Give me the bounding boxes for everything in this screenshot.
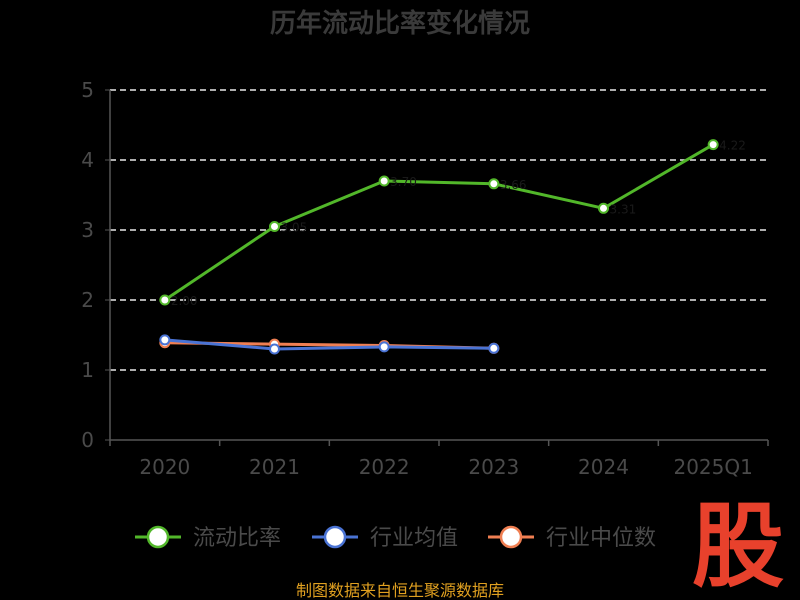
brand-logo-mark: 股 bbox=[692, 493, 784, 600]
legend-swatch-marker bbox=[323, 525, 347, 549]
data-point bbox=[159, 294, 171, 306]
y-tick-label: 4 bbox=[81, 148, 94, 172]
data-label: 3.70 bbox=[390, 175, 417, 189]
x-tick-labels: 2020 2021 2022 2023 2024 2025Q1 bbox=[139, 455, 752, 479]
legend-item[interactable]: 行业中位数 bbox=[488, 525, 656, 551]
data-label: 2.00 bbox=[171, 294, 198, 308]
data-label: 4.22 bbox=[719, 139, 746, 153]
chart-title: 历年流动比率变化情况 bbox=[270, 8, 530, 39]
data-label: 3.05 bbox=[281, 221, 308, 235]
y-tick-label: 0 bbox=[81, 428, 94, 452]
series-line-0 bbox=[163, 143, 714, 302]
x-tick-label: 2022 bbox=[359, 455, 410, 479]
y-tick-label: 3 bbox=[81, 218, 94, 242]
data-point bbox=[269, 343, 280, 355]
legend-label: 行业中位数 bbox=[546, 526, 656, 551]
legend-label: 流动比率 bbox=[193, 526, 281, 551]
data-point bbox=[598, 202, 609, 214]
x-tick-label: 2020 bbox=[139, 455, 190, 479]
data-point bbox=[707, 139, 719, 151]
x-tick-label: 2023 bbox=[468, 455, 519, 479]
data-label: 3.31 bbox=[610, 202, 637, 216]
legend-swatch-marker bbox=[146, 525, 170, 549]
legend[interactable]: 流动比率 行业均值 行业中位数 bbox=[135, 525, 656, 551]
legend-label: 行业均值 bbox=[370, 526, 458, 551]
data-point bbox=[488, 342, 500, 354]
data-label: 3.66 bbox=[500, 178, 527, 192]
y-tick-label: 2 bbox=[81, 288, 94, 312]
legend-item[interactable]: 流动比率 bbox=[135, 525, 281, 551]
grid-lines bbox=[110, 89, 768, 371]
x-tick-label: 2025Q1 bbox=[673, 455, 752, 479]
x-tick-label: 2024 bbox=[578, 455, 629, 479]
data-source-footer: 制图数据来自恒生聚源数据库 bbox=[296, 581, 504, 600]
data-point bbox=[269, 221, 280, 232]
series-line-1 bbox=[164, 338, 494, 351]
data-point bbox=[159, 334, 171, 346]
legend-item[interactable]: 行业均值 bbox=[312, 525, 458, 551]
data-point bbox=[378, 341, 390, 353]
legend-swatch-marker bbox=[499, 525, 523, 549]
axes bbox=[105, 89, 769, 446]
data-point bbox=[378, 175, 390, 187]
y-tick-label: 5 bbox=[81, 78, 94, 102]
data-point bbox=[488, 178, 500, 190]
x-tick-label: 2021 bbox=[249, 455, 300, 479]
series-lines: 2.00 3.05 3.70 3.66 3.31 4.22 bbox=[159, 139, 746, 355]
y-tick-labels: 0 1 2 3 4 5 bbox=[81, 78, 94, 452]
y-tick-label: 1 bbox=[81, 358, 94, 382]
